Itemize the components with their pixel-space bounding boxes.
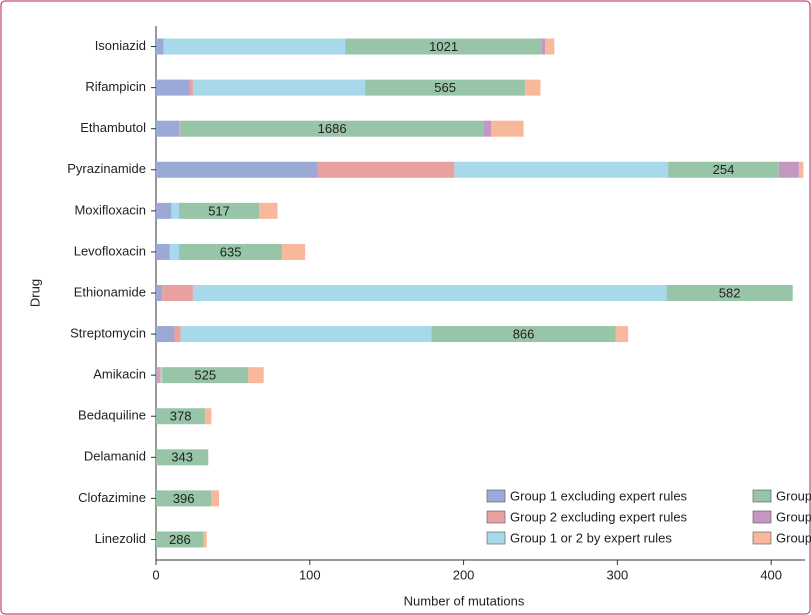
bar-segment bbox=[668, 161, 779, 178]
bar-segment bbox=[666, 285, 793, 301]
bar-segment bbox=[345, 38, 543, 55]
bar-segment bbox=[171, 202, 180, 219]
bar-segment bbox=[483, 120, 492, 137]
bar-segment bbox=[798, 161, 804, 178]
group3-count: 525 bbox=[194, 368, 216, 383]
bar-segment bbox=[156, 326, 175, 343]
bar-segment bbox=[525, 79, 541, 96]
y-tick-label: Pyrazinamide bbox=[67, 161, 146, 176]
bar-segment bbox=[317, 161, 455, 178]
bar-segment bbox=[156, 243, 170, 260]
legend-swatch bbox=[486, 531, 506, 545]
bar-segment bbox=[192, 79, 366, 96]
group3-count: 254 bbox=[713, 162, 735, 177]
y-tick-label: Isoniazid bbox=[95, 38, 146, 53]
bar-segment bbox=[259, 202, 278, 219]
y-tick-label: Levofloxacin bbox=[74, 243, 146, 258]
x-tick-label: 200 bbox=[453, 567, 475, 582]
group3-count: 635 bbox=[220, 244, 242, 259]
group3-count: 1686 bbox=[318, 121, 347, 136]
bar-segment bbox=[156, 161, 318, 178]
bar-segment bbox=[162, 367, 249, 384]
group3-count: 378 bbox=[170, 409, 192, 424]
legend-label: Group 1 excluding expert rules bbox=[510, 488, 688, 503]
bar-segment bbox=[282, 243, 306, 260]
bar-segment bbox=[203, 531, 207, 548]
y-tick-label: Ethambutol bbox=[80, 120, 146, 135]
legend-swatch bbox=[486, 510, 506, 524]
bar-segment bbox=[491, 120, 524, 137]
bar-segment bbox=[156, 38, 164, 55]
bar-segment bbox=[169, 243, 180, 260]
y-tick-label: Bedaquiline bbox=[78, 408, 146, 423]
bar-segment bbox=[179, 243, 283, 260]
bar-segment bbox=[192, 285, 667, 301]
y-tick-label: Linezolid bbox=[95, 531, 146, 546]
group3-count: 565 bbox=[434, 80, 456, 95]
bar-segment bbox=[156, 79, 190, 96]
y-tick-label: Delamanid bbox=[84, 449, 146, 464]
legend-label: Group 4 bbox=[776, 509, 811, 524]
x-tick-label: 400 bbox=[760, 567, 782, 582]
bar-segment bbox=[545, 38, 555, 55]
bar-segment bbox=[454, 161, 669, 178]
y-axis-label: Drug bbox=[27, 279, 42, 307]
bar-segment bbox=[156, 408, 206, 425]
y-tick-label: Clofazimine bbox=[78, 490, 146, 505]
bar-segment bbox=[160, 367, 163, 384]
bar-segment bbox=[156, 285, 163, 301]
legend-label: Group 2 excluding expert rules bbox=[510, 509, 688, 524]
bar-segment bbox=[778, 161, 799, 178]
group3-count: 517 bbox=[208, 203, 230, 218]
group3-count: 1021 bbox=[429, 39, 458, 54]
legend-label: Group 1 or 2 by expert rules bbox=[510, 530, 672, 545]
legend-label: Group 3 bbox=[776, 488, 811, 503]
y-tick-label: Rifampicin bbox=[85, 79, 146, 94]
bar-segment bbox=[615, 326, 629, 343]
group3-count: 286 bbox=[169, 532, 191, 547]
x-axis-label: Number of mutations bbox=[404, 593, 525, 608]
bar-segment bbox=[156, 531, 204, 548]
bar-segment bbox=[156, 202, 172, 219]
x-tick-label: 100 bbox=[299, 567, 321, 582]
bar-segment bbox=[162, 285, 193, 301]
bar-segment bbox=[542, 38, 546, 55]
group3-count: 582 bbox=[719, 285, 741, 300]
y-tick-label: Ethionamide bbox=[74, 284, 146, 299]
legend-label: Group 5 bbox=[776, 530, 811, 545]
y-tick-label: Amikacin bbox=[93, 367, 146, 382]
bar-segment bbox=[179, 202, 260, 219]
bar-segment bbox=[431, 326, 616, 343]
bar-segment bbox=[156, 490, 212, 507]
legend-swatch bbox=[486, 489, 506, 503]
bar-segment bbox=[179, 120, 181, 137]
legend-swatch bbox=[752, 531, 772, 545]
bar-segment bbox=[211, 490, 220, 507]
legend-swatch bbox=[752, 489, 772, 503]
group3-count: 396 bbox=[173, 491, 195, 506]
bar-segment bbox=[205, 408, 212, 425]
y-tick-label: Streptomycin bbox=[70, 326, 146, 341]
bar-segment bbox=[180, 120, 484, 137]
bar-segment bbox=[156, 367, 158, 384]
bar-segment bbox=[180, 326, 432, 343]
bar-segment bbox=[156, 120, 180, 137]
bar-segment bbox=[189, 79, 193, 96]
bar-segment bbox=[174, 326, 181, 343]
legend-swatch bbox=[752, 510, 772, 524]
x-tick-label: 0 bbox=[152, 567, 159, 582]
bar-segment bbox=[365, 79, 526, 96]
bar-segment bbox=[248, 367, 264, 384]
y-tick-label: Moxifloxacin bbox=[74, 202, 146, 217]
group3-count: 866 bbox=[513, 327, 535, 342]
bar-segment bbox=[157, 367, 161, 384]
bar-segment bbox=[163, 38, 346, 55]
x-tick-label: 300 bbox=[607, 567, 629, 582]
bar-segment bbox=[156, 449, 209, 466]
group3-count: 343 bbox=[171, 450, 193, 465]
